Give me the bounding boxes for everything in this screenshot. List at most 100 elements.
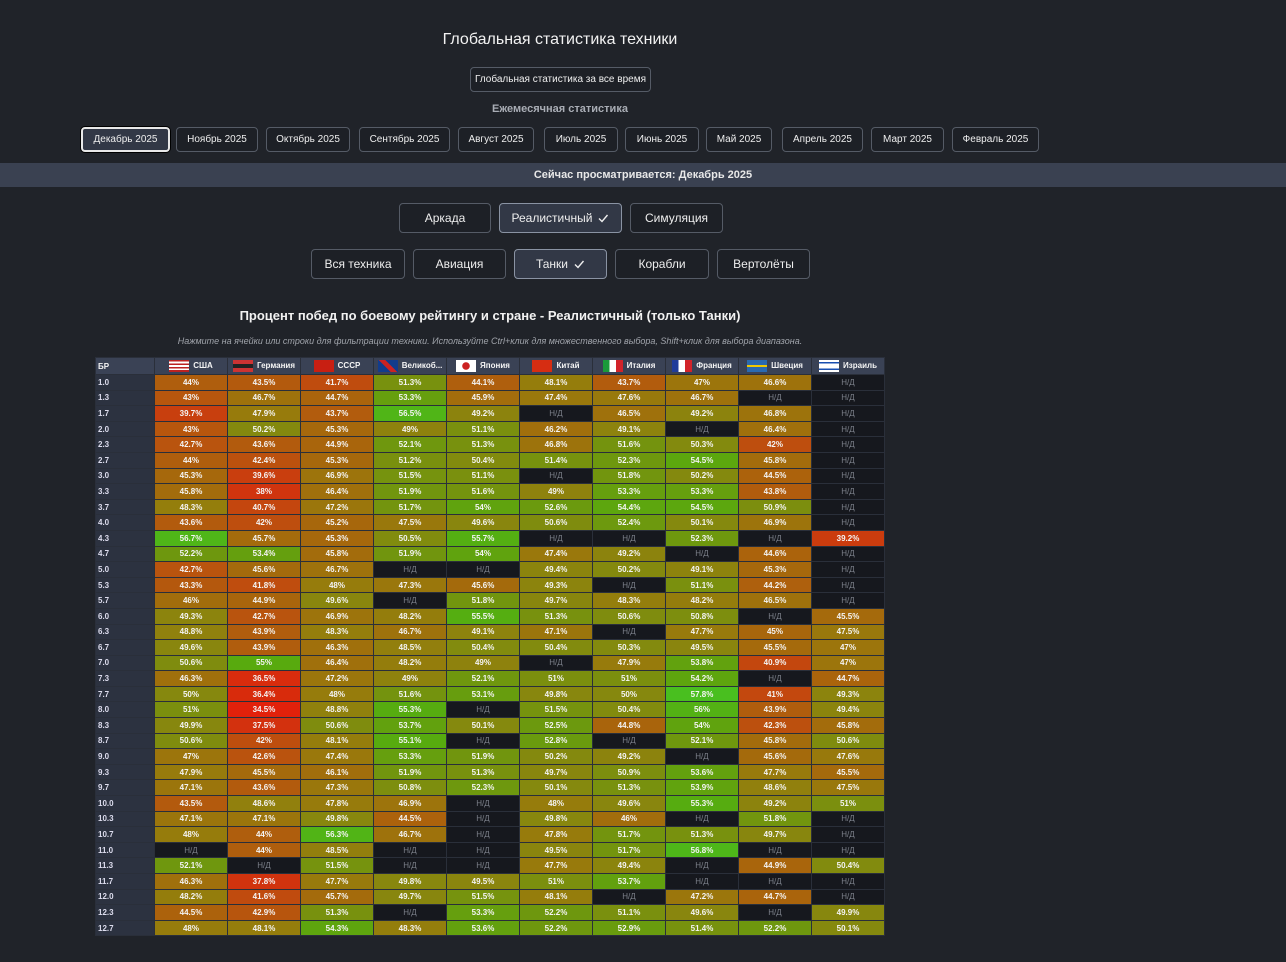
winrate-cell[interactable]: 45.9% bbox=[446, 389, 520, 407]
winrate-cell[interactable]: 49% bbox=[373, 420, 447, 438]
winrate-cell[interactable]: 43.5% bbox=[227, 374, 301, 391]
winrate-cell[interactable]: 48% bbox=[519, 795, 593, 812]
br-cell[interactable]: 12.7 bbox=[95, 919, 155, 937]
winrate-cell[interactable]: 52.4% bbox=[592, 514, 666, 531]
winrate-cell[interactable]: Н/Д bbox=[592, 576, 666, 594]
winrate-cell[interactable]: 48.3% bbox=[373, 919, 447, 937]
winrate-cell[interactable]: 41.8% bbox=[227, 576, 301, 594]
winrate-cell[interactable]: 53.3% bbox=[373, 389, 447, 407]
winrate-cell[interactable]: 48.2% bbox=[373, 607, 447, 625]
winrate-cell[interactable]: 50.8% bbox=[665, 607, 739, 625]
winrate-cell[interactable]: 48.8% bbox=[154, 623, 228, 641]
winrate-cell[interactable]: 46.7% bbox=[227, 389, 301, 407]
winrate-cell[interactable]: 52.3% bbox=[592, 451, 666, 469]
winrate-cell[interactable]: 34.5% bbox=[227, 701, 301, 719]
winrate-cell[interactable]: 38% bbox=[227, 483, 301, 500]
winrate-cell[interactable]: 50.9% bbox=[592, 763, 666, 781]
winrate-cell[interactable]: 49.7% bbox=[373, 888, 447, 906]
data-row[interactable]: 5.3 43.3% 41.8% 48% 47.3% 45.6% 49.3% Н/Д 51.1% 4… bbox=[95, 576, 885, 594]
data-row[interactable]: 3.3 45.8% 38% 46.4% 51.9% 51.6% 49% 53.3% 53.3% 4… bbox=[95, 483, 885, 500]
winrate-cell[interactable]: 53.3% bbox=[446, 904, 520, 921]
winrate-cell[interactable]: 47.2% bbox=[300, 670, 374, 687]
winrate-cell[interactable]: 49.6% bbox=[665, 904, 739, 921]
winrate-cell[interactable]: 45.3% bbox=[300, 451, 374, 469]
winrate-cell[interactable]: Н/Д bbox=[738, 873, 812, 890]
winrate-cell[interactable]: Н/Д bbox=[592, 623, 666, 641]
month-button[interactable]: Октябрь 2025 bbox=[266, 127, 350, 152]
winrate-cell[interactable]: 43.6% bbox=[227, 436, 301, 453]
month-button[interactable]: Май 2025 bbox=[706, 127, 772, 152]
data-row[interactable]: 10.0 43.5% 48.6% 47.8% 46.9% Н/Д 48% 49.6% 55.3%… bbox=[95, 795, 885, 812]
winrate-cell[interactable]: 45.6% bbox=[227, 561, 301, 578]
winrate-cell[interactable]: 46.3% bbox=[300, 639, 374, 656]
winrate-cell[interactable]: Н/Д bbox=[811, 514, 885, 531]
winrate-cell[interactable]: 52.1% bbox=[446, 670, 520, 687]
winrate-cell[interactable]: 46.7% bbox=[665, 389, 739, 407]
winrate-cell[interactable]: 48% bbox=[154, 919, 228, 937]
mode-button[interactable]: Симуляция bbox=[630, 203, 723, 233]
winrate-cell[interactable]: Н/Д bbox=[811, 451, 885, 469]
winrate-cell[interactable]: 47.9% bbox=[227, 405, 301, 422]
winrate-cell[interactable]: 46.8% bbox=[519, 436, 593, 453]
winrate-cell[interactable]: Н/Д bbox=[373, 592, 447, 609]
winrate-cell[interactable]: 54.4% bbox=[592, 498, 666, 516]
data-row[interactable]: 10.3 47.1% 47.1% 49.8% 44.5% Н/Д 49.8% 46% Н/Д 51… bbox=[95, 810, 885, 828]
winrate-cell[interactable]: 47% bbox=[154, 748, 228, 765]
winrate-cell[interactable]: 54% bbox=[446, 498, 520, 516]
winrate-cell[interactable]: 51.5% bbox=[373, 467, 447, 485]
data-row[interactable]: 11.3 52.1% Н/Д 51.5% Н/Д Н/Д 47.7% 49.4% Н/Д 44.9… bbox=[95, 857, 885, 874]
data-row[interactable]: 12.0 48.2% 41.6% 45.7% 49.7% 51.5% 48.1% Н/Д 47.… bbox=[95, 888, 885, 906]
winrate-cell[interactable]: 50.8% bbox=[373, 779, 447, 797]
winrate-cell[interactable]: 50.2% bbox=[519, 748, 593, 765]
winrate-cell[interactable]: Н/Д bbox=[738, 607, 812, 625]
winrate-cell[interactable]: 42.4% bbox=[227, 451, 301, 469]
winrate-cell[interactable]: 50.2% bbox=[227, 420, 301, 438]
winrate-cell[interactable]: 51.4% bbox=[665, 919, 739, 937]
winrate-cell[interactable]: 42.6% bbox=[227, 748, 301, 765]
winrate-cell[interactable]: 43% bbox=[154, 389, 228, 407]
data-row[interactable]: 2.0 43% 50.2% 45.3% 49% 51.1% 46.2% 49.1% Н/Д 46.… bbox=[95, 420, 885, 438]
winrate-cell[interactable]: 42.9% bbox=[227, 904, 301, 921]
br-cell[interactable]: 6.7 bbox=[95, 639, 155, 656]
winrate-cell[interactable]: 52.1% bbox=[665, 732, 739, 750]
winrate-cell[interactable]: 45% bbox=[738, 623, 812, 641]
br-cell[interactable]: 6.3 bbox=[95, 623, 155, 641]
br-cell[interactable]: 6.0 bbox=[95, 607, 155, 625]
winrate-cell[interactable]: 52.2% bbox=[519, 904, 593, 921]
winrate-cell[interactable]: 50.5% bbox=[373, 529, 447, 547]
type-button[interactable]: Авиация bbox=[413, 249, 506, 279]
winrate-cell[interactable]: 48% bbox=[300, 685, 374, 703]
winrate-cell[interactable]: 44.9% bbox=[738, 857, 812, 874]
winrate-cell[interactable]: 43.9% bbox=[738, 701, 812, 719]
winrate-cell[interactable]: Н/Д bbox=[738, 904, 812, 921]
winrate-cell[interactable]: 44.6% bbox=[738, 545, 812, 563]
data-row[interactable]: 4.7 52.2% 53.4% 45.8% 51.9% 54% 47.4% 49.2% Н/Д 4… bbox=[95, 545, 885, 563]
br-cell[interactable]: 3.3 bbox=[95, 483, 155, 500]
br-cell[interactable]: 1.0 bbox=[95, 374, 155, 391]
winrate-cell[interactable]: 47.1% bbox=[227, 810, 301, 828]
winrate-cell[interactable]: 52.1% bbox=[373, 436, 447, 453]
winrate-cell[interactable]: 48.2% bbox=[373, 654, 447, 672]
winrate-cell[interactable]: 37.5% bbox=[227, 717, 301, 734]
winrate-cell[interactable]: 51.2% bbox=[373, 451, 447, 469]
winrate-cell[interactable]: 48.1% bbox=[227, 919, 301, 937]
winrate-cell[interactable]: 49.1% bbox=[665, 561, 739, 578]
winrate-cell[interactable]: 43.6% bbox=[227, 779, 301, 797]
winrate-cell[interactable]: 53.7% bbox=[373, 717, 447, 734]
data-row[interactable]: 4.3 56.7% 45.7% 45.3% 50.5% 55.7% Н/Д Н/Д 52.3% Н… bbox=[95, 529, 885, 547]
winrate-cell[interactable]: 50% bbox=[154, 685, 228, 703]
br-cell[interactable]: 11.0 bbox=[95, 841, 155, 859]
winrate-cell[interactable]: 51.1% bbox=[446, 467, 520, 485]
winrate-cell[interactable]: 46.7% bbox=[300, 561, 374, 578]
winrate-cell[interactable]: 45.5% bbox=[227, 763, 301, 781]
data-row[interactable]: 9.7 47.1% 43.6% 47.3% 50.8% 52.3% 50.1% 51.3% 53… bbox=[95, 779, 885, 797]
data-row[interactable]: 3.0 45.3% 39.6% 46.9% 51.5% 51.1% Н/Д 51.8% 50.2… bbox=[95, 467, 885, 485]
winrate-cell[interactable]: 49.2% bbox=[592, 545, 666, 563]
winrate-cell[interactable]: 49.2% bbox=[592, 748, 666, 765]
winrate-cell[interactable]: 49.8% bbox=[373, 873, 447, 890]
winrate-cell[interactable]: 45.8% bbox=[300, 545, 374, 563]
winrate-cell[interactable]: Н/Д bbox=[446, 857, 520, 874]
month-button[interactable]: Июль 2025 bbox=[544, 127, 618, 152]
data-row[interactable]: 9.0 47% 42.6% 47.4% 53.3% 51.9% 50.2% 49.2% Н/Д 4… bbox=[95, 748, 885, 765]
winrate-cell[interactable]: Н/Д bbox=[811, 420, 885, 438]
